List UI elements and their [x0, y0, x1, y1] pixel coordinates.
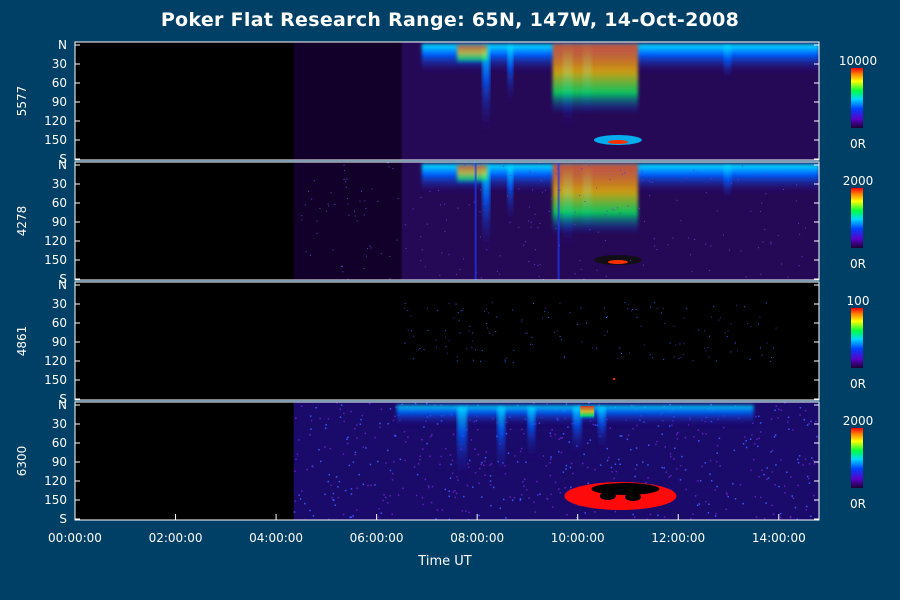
y-tick-label: 60: [52, 436, 67, 450]
x-tick-label: 06:00:00: [350, 531, 404, 545]
colorbar-max-label: 10000: [839, 54, 877, 68]
x-tick-label: 00:00:00: [48, 531, 102, 545]
y-tick-label: S: [59, 152, 67, 166]
panel-label: 6300: [15, 446, 29, 477]
x-tick-label: 10:00:00: [551, 531, 605, 545]
panel-label: 4278: [15, 206, 29, 237]
y-tick-label: S: [59, 512, 67, 526]
x-tick-label: 04:00:00: [249, 531, 303, 545]
colorbar-min-label: 0R: [850, 137, 866, 151]
panel-4278: N 30 60 90 120 150 S 4278 2000 0R: [15, 158, 873, 286]
x-tick-label: 02:00:00: [149, 531, 203, 545]
emission-image: [403, 302, 777, 380]
panel-frame: [74, 161, 820, 281]
y-tick-label: N: [58, 398, 67, 412]
y-tick-label: 150: [44, 373, 67, 387]
y-tick-label: 90: [52, 95, 67, 109]
y-tick-label: 150: [44, 253, 67, 267]
y-tick-label: 30: [52, 57, 67, 71]
panel-label: 4861: [15, 326, 29, 357]
colorbar-max-label: 2000: [843, 414, 874, 428]
y-tick-label: 60: [52, 316, 67, 330]
panel-frame: [74, 41, 820, 161]
y-tick-label: 60: [52, 196, 67, 210]
y-tick-label: 30: [52, 297, 67, 311]
panel-frame: [74, 281, 820, 401]
colorbar-min-label: 0R: [850, 257, 866, 271]
y-tick-label: 150: [44, 493, 67, 507]
panel-background: [75, 282, 819, 400]
y-tick-label: 90: [52, 335, 67, 349]
panel-frame: [74, 401, 820, 521]
y-tick-label: 120: [44, 114, 67, 128]
y-tick-label: 60: [52, 76, 67, 90]
y-tick-label: 150: [44, 133, 67, 147]
colorbar-min-label: 0R: [850, 377, 866, 391]
y-tick-label: 30: [52, 417, 67, 431]
panel-label: 5577: [15, 86, 29, 117]
x-tick-label: 08:00:00: [450, 531, 504, 545]
y-tick-label: S: [59, 272, 67, 286]
panel-5577: N 30 60 90 120 150 S 5577 10000 0R: [15, 38, 877, 166]
y-tick-label: 90: [52, 455, 67, 469]
panel-4861: N 30 60 90 120 150 S 4861 100 0R: [15, 278, 869, 406]
colorbar: [851, 428, 863, 488]
colorbar-max-label: 2000: [843, 174, 874, 188]
emission-image: [293, 402, 819, 520]
x-axis-label: Time UT: [418, 554, 472, 569]
y-tick-label: 120: [44, 474, 67, 488]
y-tick-label: N: [58, 278, 67, 292]
colorbar-max-label: 100: [847, 294, 870, 308]
y-tick-label: N: [58, 38, 67, 52]
y-tick-label: S: [59, 392, 67, 406]
colorbar: [851, 68, 863, 128]
colorbar: [851, 308, 863, 368]
y-tick-label: N: [58, 158, 67, 172]
colorbar: [851, 188, 863, 248]
y-tick-label: 120: [44, 354, 67, 368]
y-tick-label: 30: [52, 177, 67, 191]
x-tick-label: 12:00:00: [651, 531, 705, 545]
x-tick-label: 14:00:00: [752, 531, 806, 545]
emission-image: [293, 42, 819, 160]
chart-title: Poker Flat Research Range: 65N, 147W, 14…: [160, 9, 740, 31]
y-tick-label: 120: [44, 234, 67, 248]
colorbar-min-label: 0R: [850, 497, 866, 511]
panel-6300: N 30 60 90 120 150 S 6300 2000 0R: [15, 398, 873, 526]
y-tick-label: 90: [52, 215, 67, 229]
emission-image: [293, 162, 819, 280]
